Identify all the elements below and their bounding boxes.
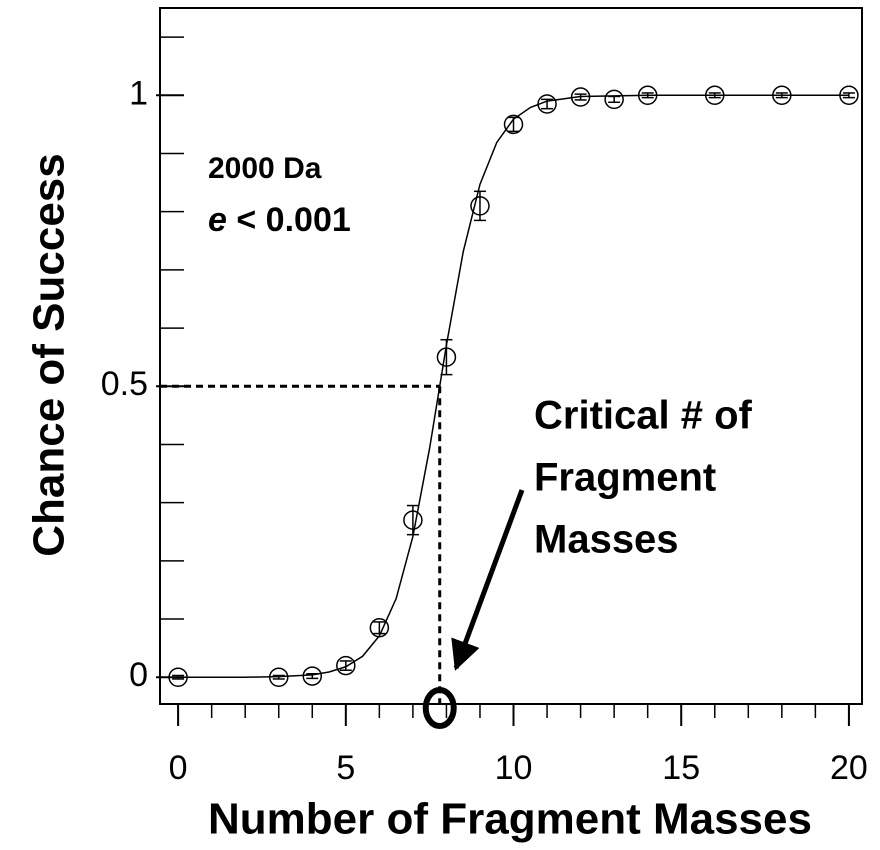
data-point [570,87,591,107]
annotation-value: < 0.001 [236,201,350,239]
callout-arrow [451,489,525,671]
data-point [268,667,289,687]
data-point [503,114,524,135]
x-tick-label: 5 [336,749,355,787]
annotation: 2000 Da [208,152,322,185]
data-point [637,85,658,106]
data-point [168,667,188,687]
annotation: e < 0.001 [208,201,351,239]
x-axis-title: Number of Fragment Masses [208,795,812,844]
data-point [436,347,457,367]
data-point [839,85,859,106]
data-point [336,655,356,676]
y-tick-label: 1 [129,74,148,112]
annotation-symbol: e [208,201,227,239]
critical-marker [422,687,457,729]
y-tick-label: 0 [129,656,148,694]
data-point [470,196,490,216]
data-point [403,510,423,530]
data-point [302,666,323,686]
data-point [537,94,557,114]
callout-line: Fragment [534,456,716,500]
x-tick-label: 0 [169,749,188,787]
callout-line: Critical # of [534,394,753,438]
x-tick-label: 10 [495,749,533,787]
callout-line: Masses [534,518,679,562]
plot-frame [159,7,863,705]
x-tick-label: 20 [830,749,868,787]
data-point [705,85,725,106]
y-tick-label: 0.5 [101,365,148,403]
data-point [369,618,390,638]
y-axis-title: Chance of Success [25,153,74,557]
x-tick-label: 15 [662,749,700,787]
data-point [604,89,624,110]
data-point [772,85,792,106]
